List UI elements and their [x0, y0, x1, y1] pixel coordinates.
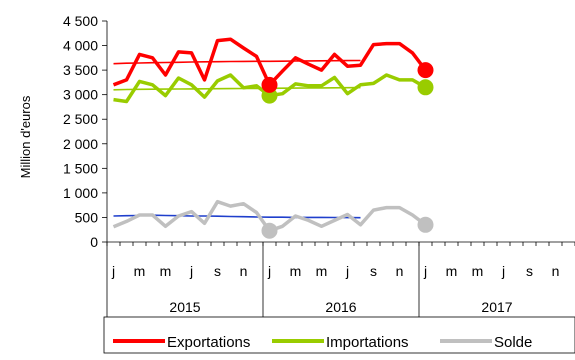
y-tick-label: 1 000: [63, 185, 98, 201]
y-tick-label: 4 000: [63, 38, 98, 54]
y-tick-label: 4 500: [63, 13, 98, 29]
y-axis-label: Million d'euros: [18, 95, 33, 178]
year-label: 2015: [169, 299, 200, 315]
plot-area: [112, 37, 434, 239]
series-marker-importations: [417, 79, 434, 96]
legend-box: [103, 316, 575, 354]
x-month-label: m: [134, 263, 146, 279]
x-month-label: n: [552, 263, 560, 279]
y-axis-ticks: 0 500 1 000 1 500 2 000 2 500 3 000 3 500 4 000 4…: [63, 13, 107, 250]
series-marker-solde: [417, 216, 434, 233]
legend-label-exportations: Exportations: [167, 334, 250, 351]
x-month-label: m: [446, 263, 458, 279]
x-month-label: j: [423, 263, 427, 279]
series-marker-exportations: [261, 76, 278, 93]
x-month-label: m: [290, 263, 302, 279]
series-marker-solde: [261, 222, 278, 239]
y-tick-label: 2 000: [63, 136, 98, 152]
x-month-label: n: [396, 263, 404, 279]
series-marker-exportations: [417, 62, 434, 79]
y-tick-label: 1 500: [63, 160, 98, 176]
trend-line-importations: [113, 86, 361, 91]
x-month-label: j: [111, 263, 115, 279]
x-month-label: s: [526, 263, 533, 279]
x-month-label: j: [267, 263, 271, 279]
x-month-label: s: [214, 263, 221, 279]
y-tick-label: 3 000: [63, 87, 98, 103]
trend-line-exportations: [113, 59, 361, 65]
x-month-label: m: [160, 263, 172, 279]
x-month-label: s: [370, 263, 377, 279]
y-tick-label: 500: [75, 209, 99, 225]
year-label: 2017: [481, 299, 512, 315]
legend: Exportations Importations Solde: [103, 316, 575, 354]
x-month-label: n: [240, 263, 248, 279]
x-month-label: j: [189, 263, 193, 279]
year-label: 2016: [325, 299, 356, 315]
x-month-label: j: [501, 263, 505, 279]
y-tick-label: 3 500: [63, 62, 98, 78]
x-month-label: m: [472, 263, 484, 279]
x-month-label: m: [316, 263, 328, 279]
legend-label-solde: Solde: [494, 334, 532, 351]
y-tick-label: 2 500: [63, 111, 98, 127]
x-month-label: j: [345, 263, 349, 279]
legend-label-importations: Importations: [326, 334, 409, 351]
y-tick-label: 0: [90, 234, 98, 250]
legend-items: Exportations Importations Solde: [113, 334, 532, 351]
